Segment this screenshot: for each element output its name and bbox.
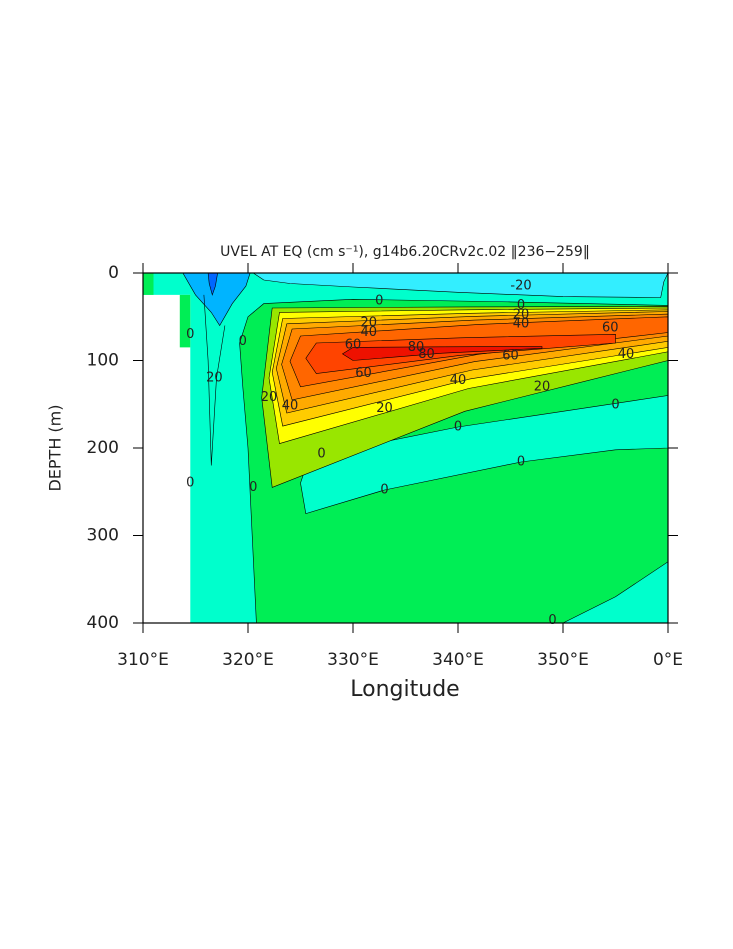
contour-label: 40 — [618, 347, 635, 362]
x-tick-label: 330°E — [327, 650, 379, 670]
contour-label: 40 — [282, 399, 299, 414]
contour-label: 0 — [517, 455, 525, 470]
chart-title: UVEL AT EQ (cm s⁻¹), g14b6.20CRv2c.02 ‖2… — [220, 244, 590, 260]
x-tick-label: 350°E — [537, 650, 589, 670]
contour-label: 60 — [502, 349, 519, 364]
contour-label: 80 — [408, 340, 425, 355]
contour-label: 0 — [239, 334, 247, 349]
contour-label: 20 — [534, 379, 551, 394]
edge-patch — [143, 273, 154, 295]
contour-label: 60 — [602, 321, 619, 336]
contour-label: 0 — [317, 447, 325, 462]
y-axis-label: DEPTH (m) — [46, 404, 65, 491]
contour-fill — [252, 272, 669, 298]
contour-label: 40 — [360, 325, 377, 340]
contour-label: 0 — [249, 480, 257, 495]
contour-label: 20 — [360, 315, 377, 330]
contour-label: 0 — [186, 476, 194, 491]
x-tick-label: 0°E — [653, 650, 683, 670]
contour-label: 20 — [261, 390, 278, 405]
x-axis-label: Longitude — [350, 677, 459, 702]
contour-label: 0 — [375, 294, 383, 309]
contour-label: 0 — [186, 327, 194, 342]
contour-fill — [341, 346, 543, 361]
contour-fill — [182, 272, 251, 327]
y-tick-label: 200 — [87, 438, 119, 458]
contour-label: 0 — [548, 613, 556, 628]
contour-label: -20 — [510, 279, 531, 294]
y-tick-label: 0 — [108, 263, 119, 283]
contour-label: 40 — [513, 316, 530, 331]
y-tick-label: 400 — [87, 613, 119, 633]
contour-label: 80 — [418, 347, 435, 362]
x-tick-label: 320°E — [222, 650, 274, 670]
edge-patch — [179, 294, 191, 348]
contour-line — [203, 294, 226, 466]
contour-label: 60 — [355, 366, 372, 381]
contour-label: 0 — [517, 298, 525, 313]
x-tick-label: 340°E — [432, 650, 484, 670]
contour-label: 0 — [454, 420, 462, 435]
y-tick-label: 300 — [87, 526, 119, 546]
contour-label: 60 — [345, 337, 362, 352]
contour-label: 20 — [513, 308, 530, 323]
contour-label: 20 — [376, 401, 393, 416]
contour-label: 0 — [380, 483, 388, 498]
contour-label: 40 — [450, 373, 467, 388]
x-tick-label: 310°E — [117, 650, 169, 670]
y-tick-label: 100 — [87, 351, 119, 371]
land-mask — [143, 294, 191, 623]
contour-label: 0 — [611, 398, 619, 413]
contour-label: 20 — [206, 371, 223, 386]
contour-fill — [305, 333, 616, 374]
